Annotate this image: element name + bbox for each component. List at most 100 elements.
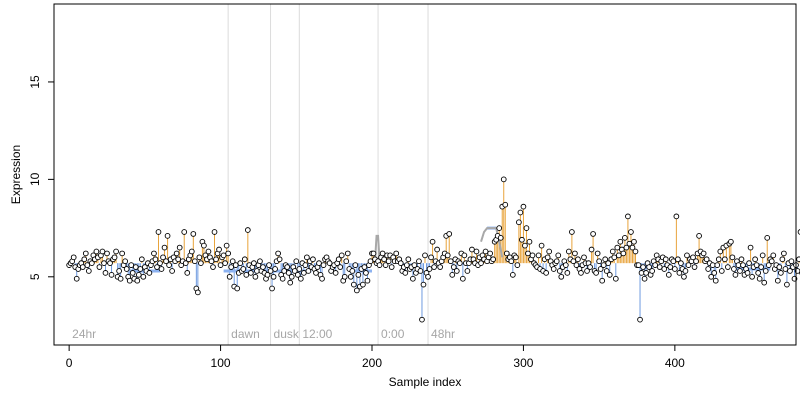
data-point xyxy=(469,246,475,253)
data-point xyxy=(276,256,283,263)
data-point xyxy=(269,285,275,292)
data-point xyxy=(513,254,519,261)
data-point xyxy=(796,256,800,263)
gap-lines xyxy=(374,227,504,262)
data-point xyxy=(744,270,751,276)
data-point xyxy=(157,260,163,267)
data-point xyxy=(787,268,793,274)
data-point xyxy=(260,264,266,270)
data-point xyxy=(590,231,596,237)
data-point xyxy=(169,268,175,274)
data-point xyxy=(138,256,145,263)
data-point xyxy=(151,250,157,257)
data-point xyxy=(364,277,371,284)
data-point xyxy=(182,260,189,267)
data-point xyxy=(584,268,590,274)
region-label: dusk xyxy=(274,327,300,341)
data-point xyxy=(116,268,122,274)
data-point xyxy=(370,250,377,257)
data-point xyxy=(294,272,301,278)
data-point xyxy=(715,256,722,263)
data-point xyxy=(272,266,278,272)
data-point xyxy=(419,316,425,323)
data-point xyxy=(456,260,463,267)
data-point xyxy=(240,266,247,272)
data-point xyxy=(553,258,560,265)
data-point xyxy=(747,244,754,251)
data-point xyxy=(211,229,218,235)
data-point xyxy=(562,262,569,268)
data-point xyxy=(502,201,509,208)
data-point xyxy=(593,270,599,276)
data-point xyxy=(705,266,712,272)
data-point xyxy=(523,225,530,231)
data-point xyxy=(781,250,787,257)
data-point xyxy=(82,250,89,257)
data-point xyxy=(623,244,630,251)
data-point xyxy=(526,238,533,245)
data-point xyxy=(740,262,746,268)
data-point xyxy=(778,270,784,276)
data-point xyxy=(782,266,789,272)
data-point xyxy=(341,273,348,280)
data-point xyxy=(788,258,795,265)
data-point xyxy=(728,238,734,245)
data-point xyxy=(279,275,286,282)
data-point xyxy=(711,270,718,276)
data-point xyxy=(135,272,142,278)
data-points xyxy=(66,176,800,323)
data-point xyxy=(606,272,613,278)
data-point xyxy=(304,254,310,261)
data-point xyxy=(667,264,674,270)
data-point xyxy=(140,273,147,280)
data-point xyxy=(700,250,707,257)
data-point xyxy=(251,260,257,267)
data-point xyxy=(222,260,228,267)
data-point xyxy=(490,256,496,263)
data-point xyxy=(615,252,622,259)
data-point xyxy=(614,244,621,251)
data-point xyxy=(612,275,619,282)
data-point xyxy=(102,270,109,276)
data-point xyxy=(670,258,677,265)
data-point xyxy=(338,252,345,259)
data-point xyxy=(678,260,684,267)
data-point xyxy=(205,248,212,255)
data-point xyxy=(181,229,188,235)
data-point xyxy=(672,266,678,272)
data-point xyxy=(738,256,745,263)
data-point xyxy=(397,260,404,267)
data-point xyxy=(755,270,761,276)
data-point xyxy=(434,246,440,253)
data-point xyxy=(411,262,418,268)
region-label: 0:00 xyxy=(381,327,405,341)
data-point xyxy=(337,264,344,270)
data-point xyxy=(774,277,781,284)
data-point xyxy=(464,268,471,274)
data-point xyxy=(198,260,204,267)
data-point xyxy=(756,275,763,282)
data-point xyxy=(556,268,563,274)
data-point xyxy=(599,277,606,284)
data-point xyxy=(216,246,222,253)
data-point xyxy=(482,248,489,255)
data-point xyxy=(768,258,775,265)
data-point xyxy=(749,273,755,280)
data-point xyxy=(347,273,354,280)
data-point xyxy=(335,256,342,263)
data-point xyxy=(497,234,504,241)
data-point xyxy=(113,248,119,255)
data-point xyxy=(184,270,191,276)
data-point xyxy=(161,244,168,251)
data-point xyxy=(355,272,362,278)
data-point xyxy=(628,229,634,235)
data-point xyxy=(676,270,683,276)
data-point xyxy=(503,250,510,257)
data-point xyxy=(478,260,484,267)
data-point xyxy=(588,246,595,253)
data-point xyxy=(514,262,521,268)
data-point xyxy=(108,272,115,278)
data-point xyxy=(450,264,457,270)
data-point xyxy=(85,268,92,274)
data-point xyxy=(293,258,300,265)
